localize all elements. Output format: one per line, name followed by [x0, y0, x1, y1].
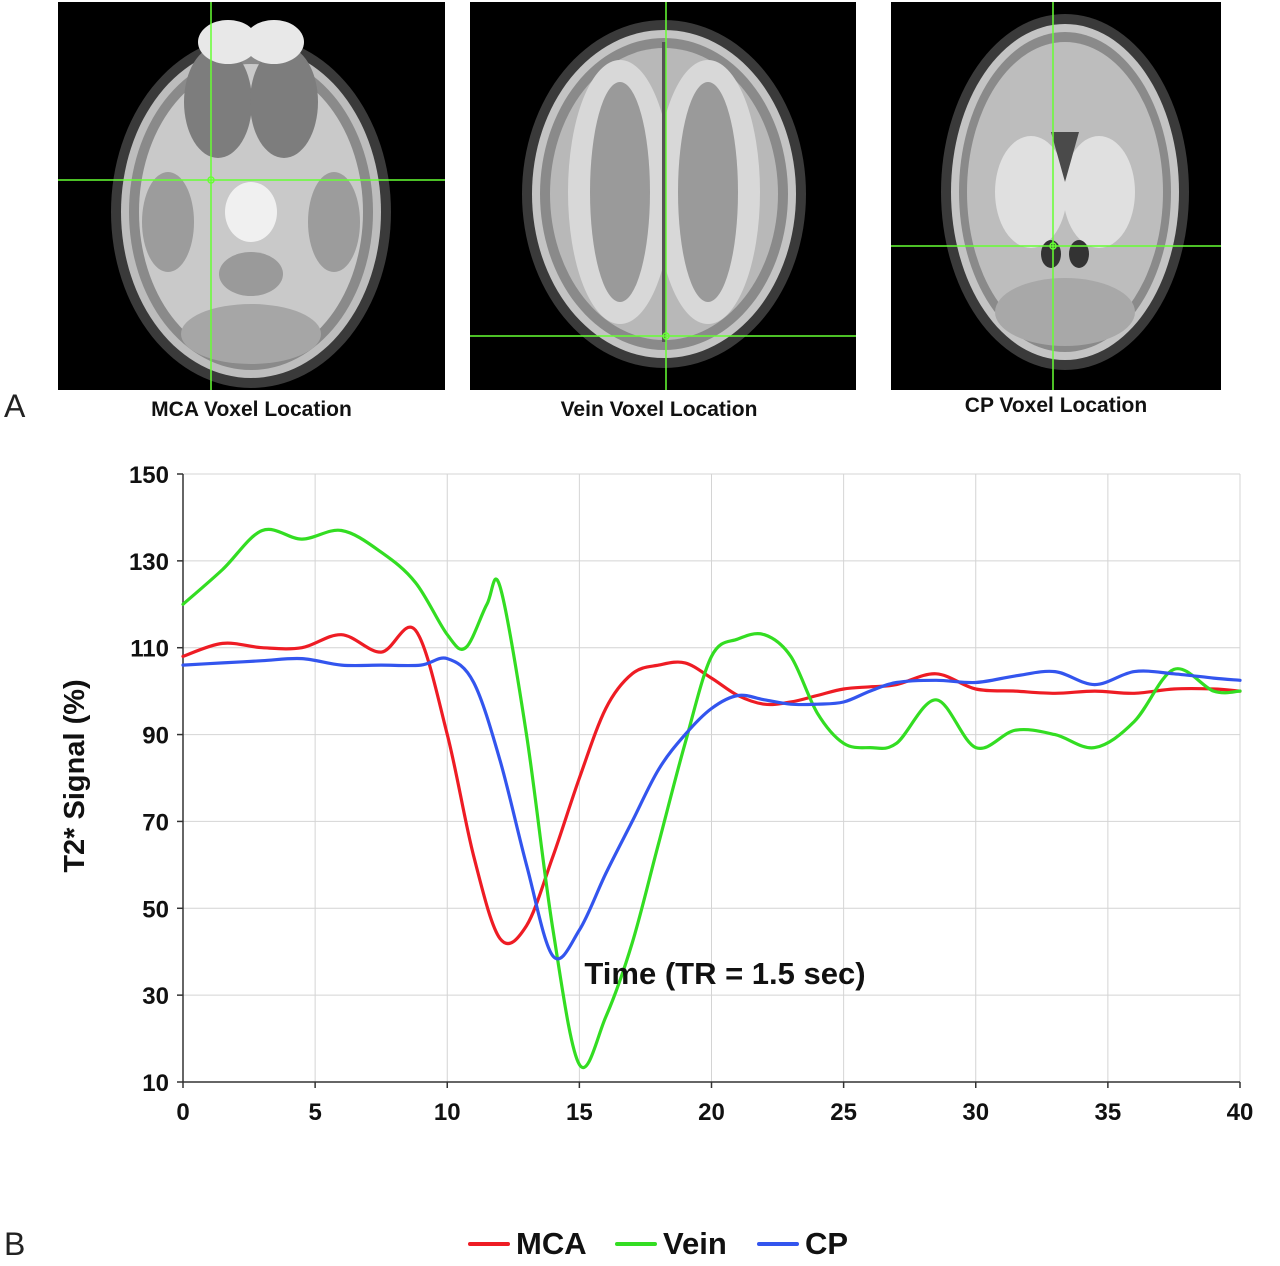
y-tick-label: 50	[142, 896, 169, 923]
axial-mri-slice-icon	[58, 2, 445, 390]
vein-voxel-caption: Vein Voxel Location	[560, 398, 758, 421]
y-tick-label: 130	[129, 549, 169, 576]
y-tick-labels: 10 30 50 70 90 110 130 150	[129, 462, 169, 1097]
chart-axes	[177, 473, 1241, 1088]
x-tick-label: 10	[434, 1099, 461, 1126]
panel-label-b: B	[4, 1226, 26, 1262]
cp-voxel-image	[891, 2, 1221, 390]
x-tick-label: 20	[698, 1099, 725, 1126]
y-tick-label: 90	[142, 723, 169, 750]
series-line-mca	[181, 625, 1242, 946]
x-tick-label: 30	[962, 1099, 989, 1126]
legend-item-vein: Vein	[615, 1226, 727, 1262]
x-tick-label: 40	[1227, 1099, 1254, 1126]
series-lines	[181, 527, 1242, 1069]
axial-mri-slice-icon	[470, 2, 856, 390]
y-tick-label: 110	[130, 636, 169, 663]
x-tick-label: 15	[566, 1099, 593, 1126]
mca-voxel-image	[58, 2, 445, 390]
x-tick-label: 0	[176, 1099, 189, 1126]
legend-item-mca: MCA	[468, 1226, 587, 1262]
legend-label-mca: MCA	[516, 1226, 587, 1261]
y-tick-label: 150	[129, 462, 169, 489]
legend-swatch-vein	[615, 1242, 657, 1246]
legend-swatch-cp	[757, 1242, 799, 1246]
y-tick-label: 30	[142, 983, 169, 1010]
legend-swatch-mca	[468, 1242, 510, 1246]
legend-label-vein: Vein	[663, 1226, 727, 1261]
x-tick-labels: 0 5 10 15 20 25 30 35 40	[176, 1099, 1253, 1126]
chart-legend: MCA Vein CP	[0, 1226, 1280, 1266]
vein-voxel-image	[470, 2, 856, 390]
legend-item-cp: CP	[757, 1226, 848, 1262]
cp-voxel-caption: CP Voxel Location	[964, 394, 1148, 417]
x-tick-label: 5	[308, 1099, 321, 1126]
y-tick-label: 70	[142, 809, 169, 836]
panel-label-a: A	[4, 388, 26, 424]
legend-label-cp: CP	[805, 1226, 849, 1261]
mca-voxel-caption: MCA Voxel Location	[151, 398, 352, 421]
x-tick-label: 35	[1095, 1099, 1122, 1126]
axial-mri-slice-icon	[891, 2, 1221, 390]
y-tick-label: 10	[142, 1070, 169, 1097]
x-tick-label: 25	[830, 1099, 857, 1126]
t2-signal-line-chart: 10 30 50 70 90 110 130 150 0 5 10 15 20 25 30 35 40 T2*…	[59, 462, 1253, 1126]
x-axis-label: Time (TR = 1.5 sec)	[584, 956, 865, 991]
y-axis-label: T2* Signal (%)	[59, 679, 91, 872]
chart-grid	[183, 473, 1241, 1082]
series-line-vein	[181, 527, 1242, 1069]
series-line-cp	[181, 656, 1242, 961]
